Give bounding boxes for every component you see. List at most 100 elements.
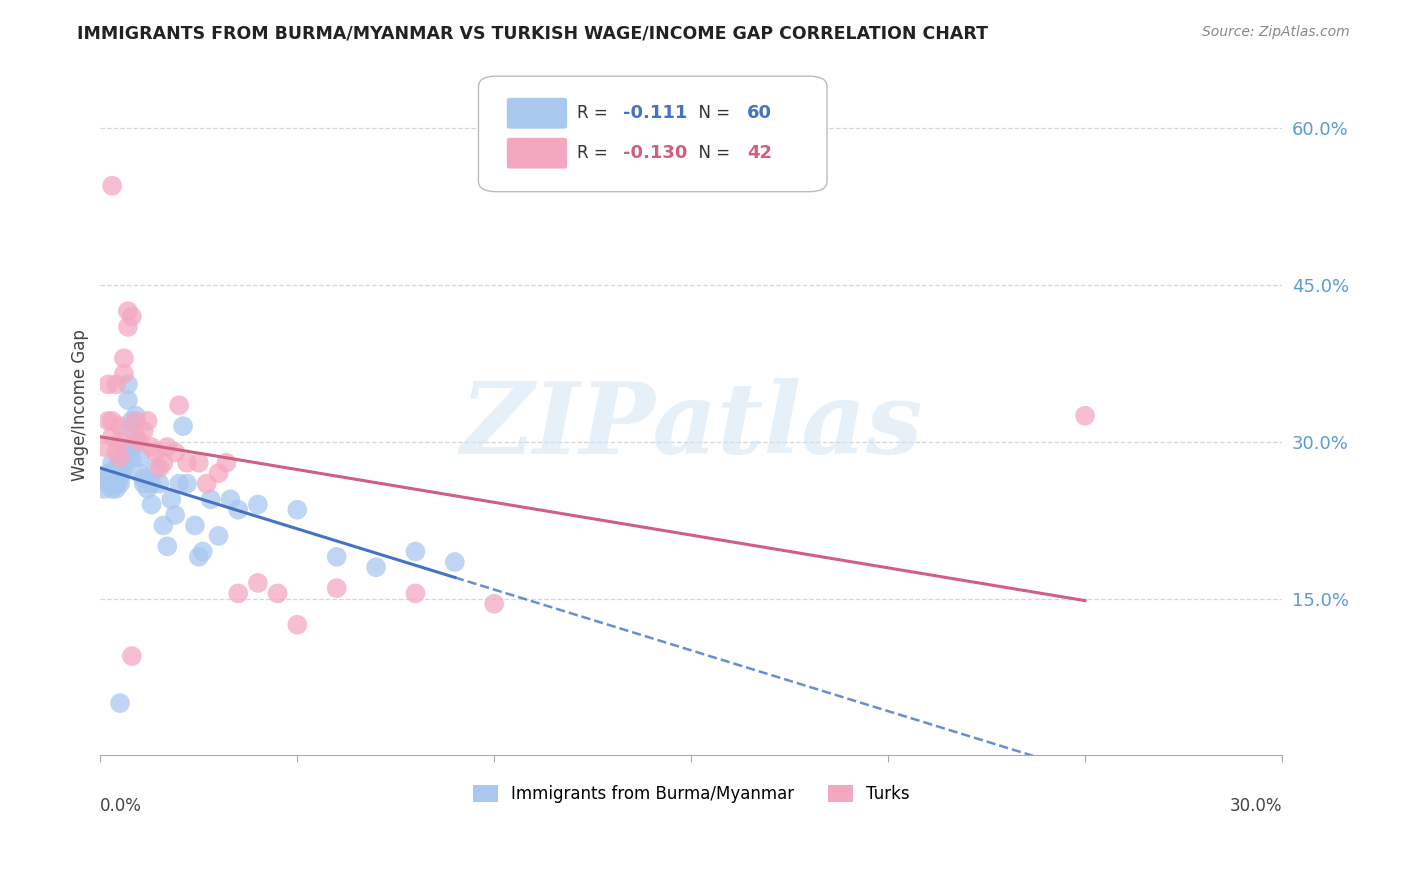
Point xyxy=(125,429,148,443)
Text: R =: R = xyxy=(576,145,613,162)
Point xyxy=(108,456,131,470)
Point xyxy=(156,440,179,454)
FancyBboxPatch shape xyxy=(506,98,567,128)
Point xyxy=(105,476,128,491)
Text: N =: N = xyxy=(688,104,735,122)
Point xyxy=(101,471,124,485)
Point xyxy=(325,549,347,564)
Point xyxy=(93,471,115,485)
Point xyxy=(156,539,179,553)
Point xyxy=(125,414,148,428)
Point xyxy=(246,498,269,512)
Text: ZIPatlas: ZIPatlas xyxy=(460,378,922,475)
Point xyxy=(404,544,426,558)
Point xyxy=(108,471,131,485)
Point xyxy=(97,377,120,392)
Text: Source: ZipAtlas.com: Source: ZipAtlas.com xyxy=(1202,25,1350,39)
Point xyxy=(105,377,128,392)
Point xyxy=(195,476,218,491)
Text: R =: R = xyxy=(576,104,613,122)
Point xyxy=(1074,409,1097,423)
Point xyxy=(207,466,229,480)
Point xyxy=(101,429,124,443)
Point xyxy=(112,461,135,475)
Point xyxy=(108,450,131,465)
Point xyxy=(325,581,347,595)
Point xyxy=(226,586,249,600)
Point xyxy=(219,492,242,507)
Point xyxy=(108,466,131,480)
Point xyxy=(117,425,139,439)
Legend: Immigrants from Burma/Myanmar, Turks: Immigrants from Burma/Myanmar, Turks xyxy=(467,779,917,810)
Point xyxy=(215,456,238,470)
Point xyxy=(187,549,209,564)
Point xyxy=(117,377,139,392)
Point xyxy=(207,529,229,543)
Point xyxy=(148,461,170,475)
Point xyxy=(117,392,139,407)
Point xyxy=(167,398,190,412)
Point xyxy=(484,597,506,611)
Text: N =: N = xyxy=(688,145,735,162)
Text: 30.0%: 30.0% xyxy=(1229,797,1282,815)
Point xyxy=(226,502,249,516)
Point xyxy=(132,425,155,439)
Point xyxy=(112,351,135,366)
Point xyxy=(141,476,163,491)
Point xyxy=(97,476,120,491)
Point xyxy=(184,518,207,533)
Point xyxy=(128,450,150,465)
Point xyxy=(105,466,128,480)
Point xyxy=(105,471,128,485)
Point xyxy=(97,471,120,485)
Point xyxy=(101,414,124,428)
Point xyxy=(152,456,174,470)
Point xyxy=(172,419,194,434)
Text: -0.130: -0.130 xyxy=(623,145,688,162)
Point xyxy=(105,482,128,496)
Point xyxy=(93,482,115,496)
Point xyxy=(105,461,128,475)
Text: -0.111: -0.111 xyxy=(623,104,688,122)
Point xyxy=(101,456,124,470)
Point xyxy=(443,555,465,569)
Point xyxy=(121,310,143,324)
Point xyxy=(132,471,155,485)
Point xyxy=(101,178,124,193)
Point xyxy=(108,461,131,475)
Point xyxy=(141,440,163,454)
Point xyxy=(117,304,139,318)
Point xyxy=(191,544,214,558)
Text: IMMIGRANTS FROM BURMA/MYANMAR VS TURKISH WAGE/INCOME GAP CORRELATION CHART: IMMIGRANTS FROM BURMA/MYANMAR VS TURKISH… xyxy=(77,25,988,43)
Point xyxy=(117,319,139,334)
Text: 0.0%: 0.0% xyxy=(100,797,142,815)
Point xyxy=(125,434,148,449)
Point xyxy=(121,414,143,428)
Text: 42: 42 xyxy=(747,145,772,162)
Point xyxy=(112,445,135,459)
Point xyxy=(285,617,308,632)
Point xyxy=(108,696,131,710)
Point xyxy=(105,445,128,459)
Point xyxy=(176,476,198,491)
Point xyxy=(112,367,135,381)
Point xyxy=(121,440,143,454)
Point xyxy=(165,508,187,522)
Y-axis label: Wage/Income Gap: Wage/Income Gap xyxy=(72,329,89,481)
Point xyxy=(132,476,155,491)
Point xyxy=(101,482,124,496)
Point xyxy=(108,476,131,491)
Point xyxy=(101,466,124,480)
Text: 60: 60 xyxy=(747,104,772,122)
FancyBboxPatch shape xyxy=(478,76,827,192)
Point xyxy=(200,492,222,507)
Point xyxy=(125,409,148,423)
Point xyxy=(176,456,198,470)
Point xyxy=(108,419,131,434)
FancyBboxPatch shape xyxy=(506,137,567,169)
Point xyxy=(165,445,187,459)
Point xyxy=(141,498,163,512)
Point xyxy=(148,476,170,491)
Point xyxy=(108,434,131,449)
Point xyxy=(285,502,308,516)
